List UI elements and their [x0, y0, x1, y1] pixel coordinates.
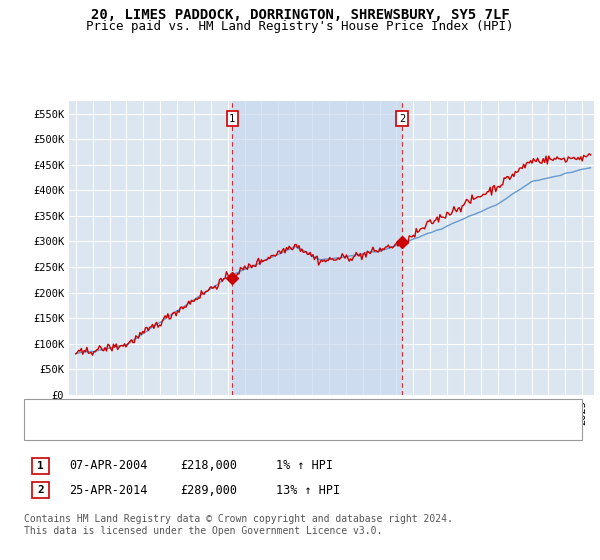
Text: £218,000: £218,000 [180, 459, 237, 473]
Text: HPI: Average price, detached house, Shropshire: HPI: Average price, detached house, Shro… [69, 424, 380, 435]
Text: 07-APR-2004: 07-APR-2004 [69, 459, 148, 473]
Text: 13% ↑ HPI: 13% ↑ HPI [276, 483, 340, 497]
Text: 1: 1 [37, 461, 44, 471]
Bar [232, 101, 402, 395]
Text: 20, LIMES PADDOCK, DORRINGTON, SHREWSBURY, SY5 7LF (detached house): 20, LIMES PADDOCK, DORRINGTON, SHREWSBUR… [69, 405, 521, 416]
Text: 2: 2 [399, 114, 405, 124]
Text: 20, LIMES PADDOCK, DORRINGTON, SHREWSBURY, SY5 7LF: 20, LIMES PADDOCK, DORRINGTON, SHREWSBUR… [91, 8, 509, 22]
Text: 25-APR-2014: 25-APR-2014 [69, 483, 148, 497]
Text: £289,000: £289,000 [180, 483, 237, 497]
Text: 2: 2 [37, 485, 44, 495]
Text: 1% ↑ HPI: 1% ↑ HPI [276, 459, 333, 473]
Text: This data is licensed under the Open Government Licence v3.0.: This data is licensed under the Open Gov… [24, 526, 382, 536]
Text: Price paid vs. HM Land Registry's House Price Index (HPI): Price paid vs. HM Land Registry's House … [86, 20, 514, 33]
Text: 1: 1 [229, 114, 235, 124]
Text: Contains HM Land Registry data © Crown copyright and database right 2024.: Contains HM Land Registry data © Crown c… [24, 514, 453, 524]
